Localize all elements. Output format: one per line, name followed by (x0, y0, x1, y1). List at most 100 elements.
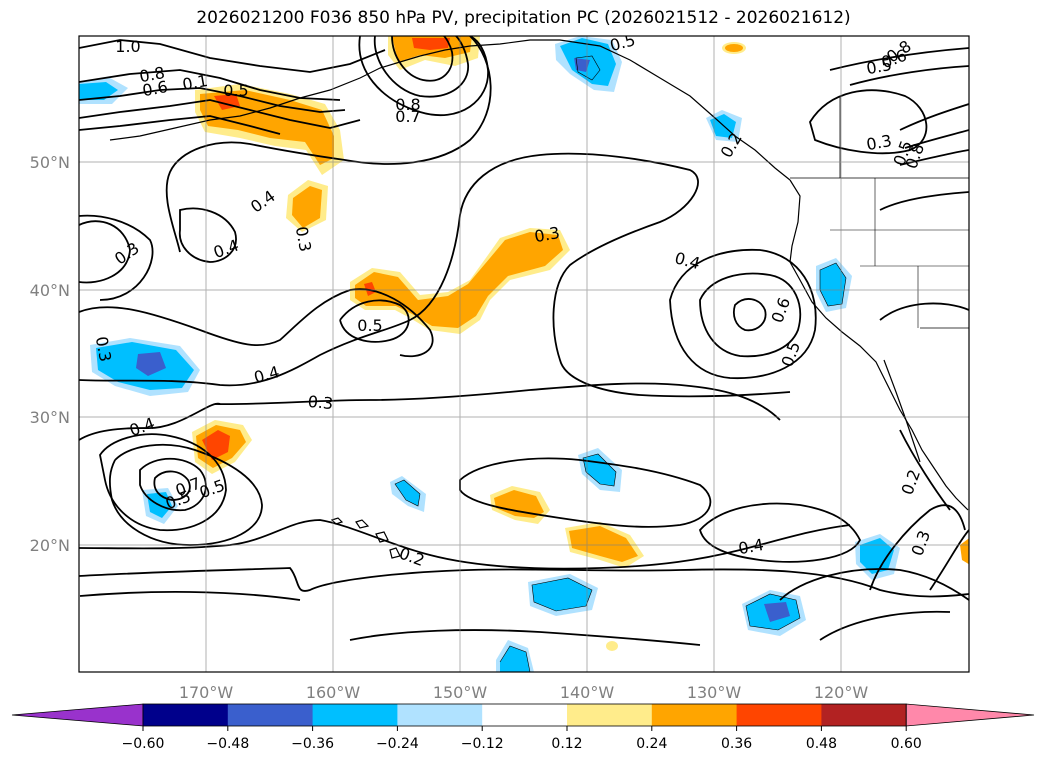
lon-label: 130°W (687, 683, 742, 702)
colorbar-segment (312, 704, 398, 726)
pv-contour (809, 89, 928, 155)
pv-contour (79, 87, 346, 113)
colorbar-tick-label: 0.12 (551, 736, 582, 752)
contour-label: 0.3 (307, 392, 334, 413)
pv-contour (669, 248, 817, 380)
precip-negative-region (764, 602, 790, 622)
contour-label: 0.4 (737, 535, 765, 558)
precip-positive-region (569, 526, 638, 562)
colorbar-segment (397, 704, 483, 726)
pv-contour (899, 103, 969, 131)
colorbar-tick-label: −0.36 (291, 736, 334, 752)
precip-negative-region (820, 263, 846, 306)
precip-positive-region (355, 232, 563, 328)
precip-negative-region (574, 58, 590, 72)
colorbar-tick-label: −0.24 (376, 736, 419, 752)
contour-label: 0.3 (292, 225, 315, 253)
contour-label: 0.8 (138, 63, 166, 86)
colorbar-tick-label: −0.60 (122, 736, 165, 752)
chart-title: 2026021200 F036 850 hPa PV, precipitatio… (196, 8, 851, 28)
pv-contour (829, 47, 969, 71)
contour-label: 0.5 (223, 81, 248, 100)
pv-contour (79, 69, 341, 101)
pv-contour (879, 302, 969, 321)
pv-contour (849, 65, 969, 86)
pv-contour (165, 36, 492, 253)
north-america-coast (789, 179, 969, 511)
hawaii (330, 517, 401, 559)
pv-contour (79, 214, 154, 301)
pv-contour (779, 568, 969, 601)
colorbar-segment (227, 704, 314, 726)
contour-label: 0.5 (608, 30, 638, 55)
pv-contour (79, 567, 969, 598)
pv-contour (79, 99, 361, 129)
lat-label: 40°N (30, 281, 70, 300)
pv-contour (79, 152, 791, 398)
pv-contour (79, 115, 281, 135)
pv-contour (929, 529, 969, 591)
pv-contour (79, 39, 386, 73)
pv-contour (879, 191, 969, 211)
colorbar-segment (651, 704, 738, 726)
contour-label: 0.3 (533, 223, 561, 246)
precip-positive-region (202, 430, 230, 460)
pv-contour (459, 457, 712, 528)
precip-negative-region (136, 352, 166, 376)
alaska-coast (399, 39, 791, 181)
aleutian-islands (109, 61, 401, 141)
colorbar-segment (821, 704, 907, 726)
colorbar-tick-label: −0.12 (461, 736, 504, 752)
coastlines (109, 39, 969, 559)
precip-negative-region (860, 538, 894, 574)
precip-positive-region (606, 641, 618, 651)
contour-label: 0.5 (357, 316, 382, 335)
precip-positive-region (412, 38, 450, 50)
pv-contour (391, 36, 454, 82)
pv-contour (79, 402, 221, 441)
baja-california (883, 359, 921, 463)
precip-shading (79, 36, 969, 672)
contour-label: 0.6 (141, 77, 169, 100)
precip-negative-region (532, 578, 592, 611)
contour-label: 0.7 (395, 107, 420, 126)
lon-label: 150°W (433, 683, 488, 702)
colorbar-frame (142, 703, 907, 727)
colorbar-tick-label: −0.48 (206, 736, 249, 752)
lat-label: 20°N (30, 536, 70, 555)
pv-contour (698, 502, 862, 563)
pv-contour (139, 457, 207, 512)
latitude-labels: 50°N 40°N 30°N 20°N (30, 153, 70, 555)
lat-label: 30°N (30, 408, 70, 427)
pv-contour (358, 36, 489, 117)
pv-contour (153, 470, 191, 501)
precip-positive-region (725, 44, 743, 52)
contour-label: 0.5 (865, 55, 893, 78)
precip-negative-region (79, 82, 118, 100)
precip-positive-region (292, 186, 322, 228)
colorbar-extend-max (905, 703, 1035, 727)
contour-label: 0.3 (92, 335, 115, 363)
pv-contour (904, 129, 969, 149)
lat-label: 50°N (30, 153, 70, 172)
pv-contour (819, 610, 951, 641)
pv-contour (699, 272, 802, 358)
precip-negative-region (395, 480, 420, 506)
pv-contour (899, 429, 951, 511)
pv-contour (79, 591, 301, 601)
lon-label: 160°W (306, 683, 361, 702)
pv-contour (373, 36, 469, 98)
precip-negative-region (500, 646, 530, 672)
pv-contour (99, 433, 227, 532)
colorbar-extend-min (11, 703, 144, 727)
plot-frame (78, 35, 970, 673)
longitude-labels: 170°W 160°W 150°W 140°W 130°W 120°W (179, 683, 869, 702)
contour-label: 0.1 (181, 71, 209, 94)
lon-label: 120°W (814, 683, 869, 702)
colorbar-tick-label: 0.24 (636, 736, 667, 752)
precip-positive-region (364, 282, 376, 296)
contour-label: 1.0 (115, 37, 140, 56)
colorbar-tick-label: 0.48 (806, 736, 837, 752)
contour-label: 0.3 (865, 131, 893, 154)
